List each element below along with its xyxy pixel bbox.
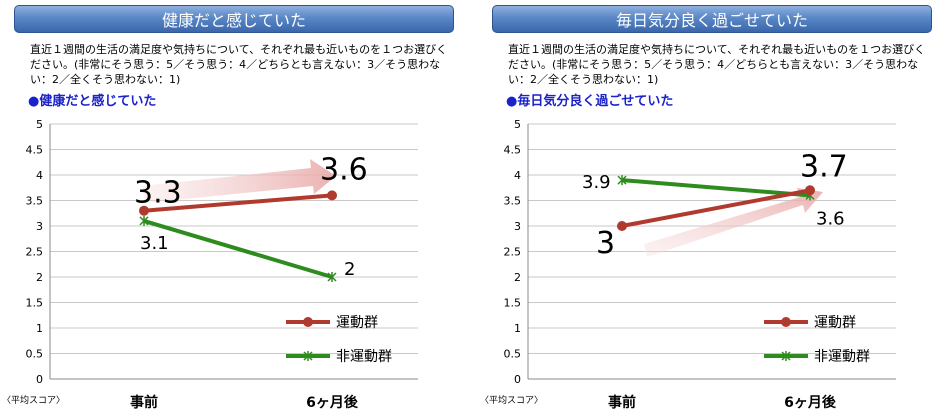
chart-panel-mood: 毎日気分良く過ごせていた 直近１週間の生活の満足度や気持ちについて、それぞれ最も… <box>480 0 938 414</box>
y-tick-label: 0 <box>36 373 43 386</box>
y-tick-label: 4.5 <box>26 144 44 157</box>
series-line-exercise <box>143 193 333 213</box>
chart-subtitle: ●毎日気分良く過ごせていた <box>506 94 674 109</box>
chart-header: 毎日気分良く過ごせていた <box>492 5 932 33</box>
y-tick-label: 2.5 <box>504 246 522 259</box>
y-tick-label: 4.5 <box>504 144 522 157</box>
line-chart-mood: 0 0.5 1 1.5 2 2.5 3 3.5 4 4.5 5 事前 6ヶ月後 〈平均スコア〉 3 3.7 3.… <box>480 118 896 411</box>
series-line-nonexercise <box>143 218 333 279</box>
x-tick-label: 事前 <box>130 394 158 411</box>
trend-arrow-icon <box>644 188 823 257</box>
x-tick-label: 事前 <box>608 394 636 411</box>
y-tick-label: 5 <box>36 118 43 131</box>
data-point-exercise <box>805 185 815 196</box>
y-tick-label: 0.5 <box>26 348 44 361</box>
y-tick-label: 2.5 <box>26 246 44 259</box>
y-tick-label: 1 <box>514 322 521 335</box>
chart-panel-health: 健康だと感じていた 直近１週間の生活の満足度や気持ちについて、それぞれ最も近いも… <box>2 0 460 414</box>
data-label-exercise: 3.6 <box>320 152 368 187</box>
star-marker-icon <box>327 272 337 282</box>
y-tick-label: 2 <box>36 271 43 284</box>
star-marker-icon <box>303 351 313 361</box>
y-tick-label: 3.5 <box>504 195 522 208</box>
x-tick-label: 6ヶ月後 <box>784 394 837 411</box>
series-line-nonexercise <box>621 178 811 198</box>
data-label-nonexercise: 3.6 <box>816 208 845 229</box>
legend-marker <box>781 317 791 327</box>
data-label-exercise: 3.7 <box>800 149 848 184</box>
score-note: 〈平均スコア〉 <box>480 394 543 406</box>
legend-label: 運動群 <box>814 315 856 331</box>
series-line-exercise <box>621 188 811 228</box>
legend-marker <box>303 317 313 327</box>
legend-label: 非運動群 <box>814 349 870 365</box>
legend-label: 非運動群 <box>336 349 392 365</box>
legend-label: 運動群 <box>336 315 378 331</box>
data-point-exercise <box>327 190 337 201</box>
y-tick-label: 0.5 <box>504 348 522 361</box>
trend-arrow-icon <box>142 159 336 203</box>
y-tick-label: 0 <box>514 373 521 386</box>
x-tick-label: 6ヶ月後 <box>306 394 359 411</box>
star-marker-icon <box>139 215 149 226</box>
y-tick-label: 1 <box>36 322 43 335</box>
line-chart-health: 0 0.5 1 1.5 2 2.5 3 3.5 4 4.5 5 事前 6ヶ月後 〈平均スコア〉 3.3 3.6… <box>2 118 418 411</box>
star-marker-icon <box>781 351 791 361</box>
survey-question: 直近１週間の生活の満足度や気持ちについて、それぞれ最も近いものを１つお選びくださ… <box>30 43 448 86</box>
y-tick-label: 3 <box>36 220 43 233</box>
chart-subtitle: ●健康だと感じていた <box>28 94 157 109</box>
data-label-exercise: 3 <box>596 226 615 261</box>
survey-question: 直近１週間の生活の満足度や気持ちについて、それぞれ最も近いものを１つお選びくださ… <box>508 43 926 86</box>
y-tick-label: 3.5 <box>26 195 44 208</box>
data-label-nonexercise: 2 <box>344 259 355 280</box>
data-label-exercise: 3.3 <box>134 176 182 211</box>
data-label-nonexercise: 3.9 <box>582 172 611 193</box>
data-label-nonexercise: 3.1 <box>140 233 169 254</box>
y-tick-label: 2 <box>514 271 521 284</box>
y-tick-label: 3 <box>514 220 521 233</box>
y-tick-label: 1.5 <box>504 297 522 310</box>
y-tick-label: 5 <box>514 118 521 131</box>
data-point-exercise <box>617 221 627 231</box>
y-tick-label: 1.5 <box>26 297 44 310</box>
score-note: 〈平均スコア〉 <box>2 394 65 406</box>
chart-header: 健康だと感じていた <box>14 5 454 33</box>
star-marker-icon <box>617 175 627 186</box>
data-point-exercise <box>139 205 149 216</box>
y-tick-label: 4 <box>36 169 43 182</box>
y-tick-label: 4 <box>514 169 521 182</box>
